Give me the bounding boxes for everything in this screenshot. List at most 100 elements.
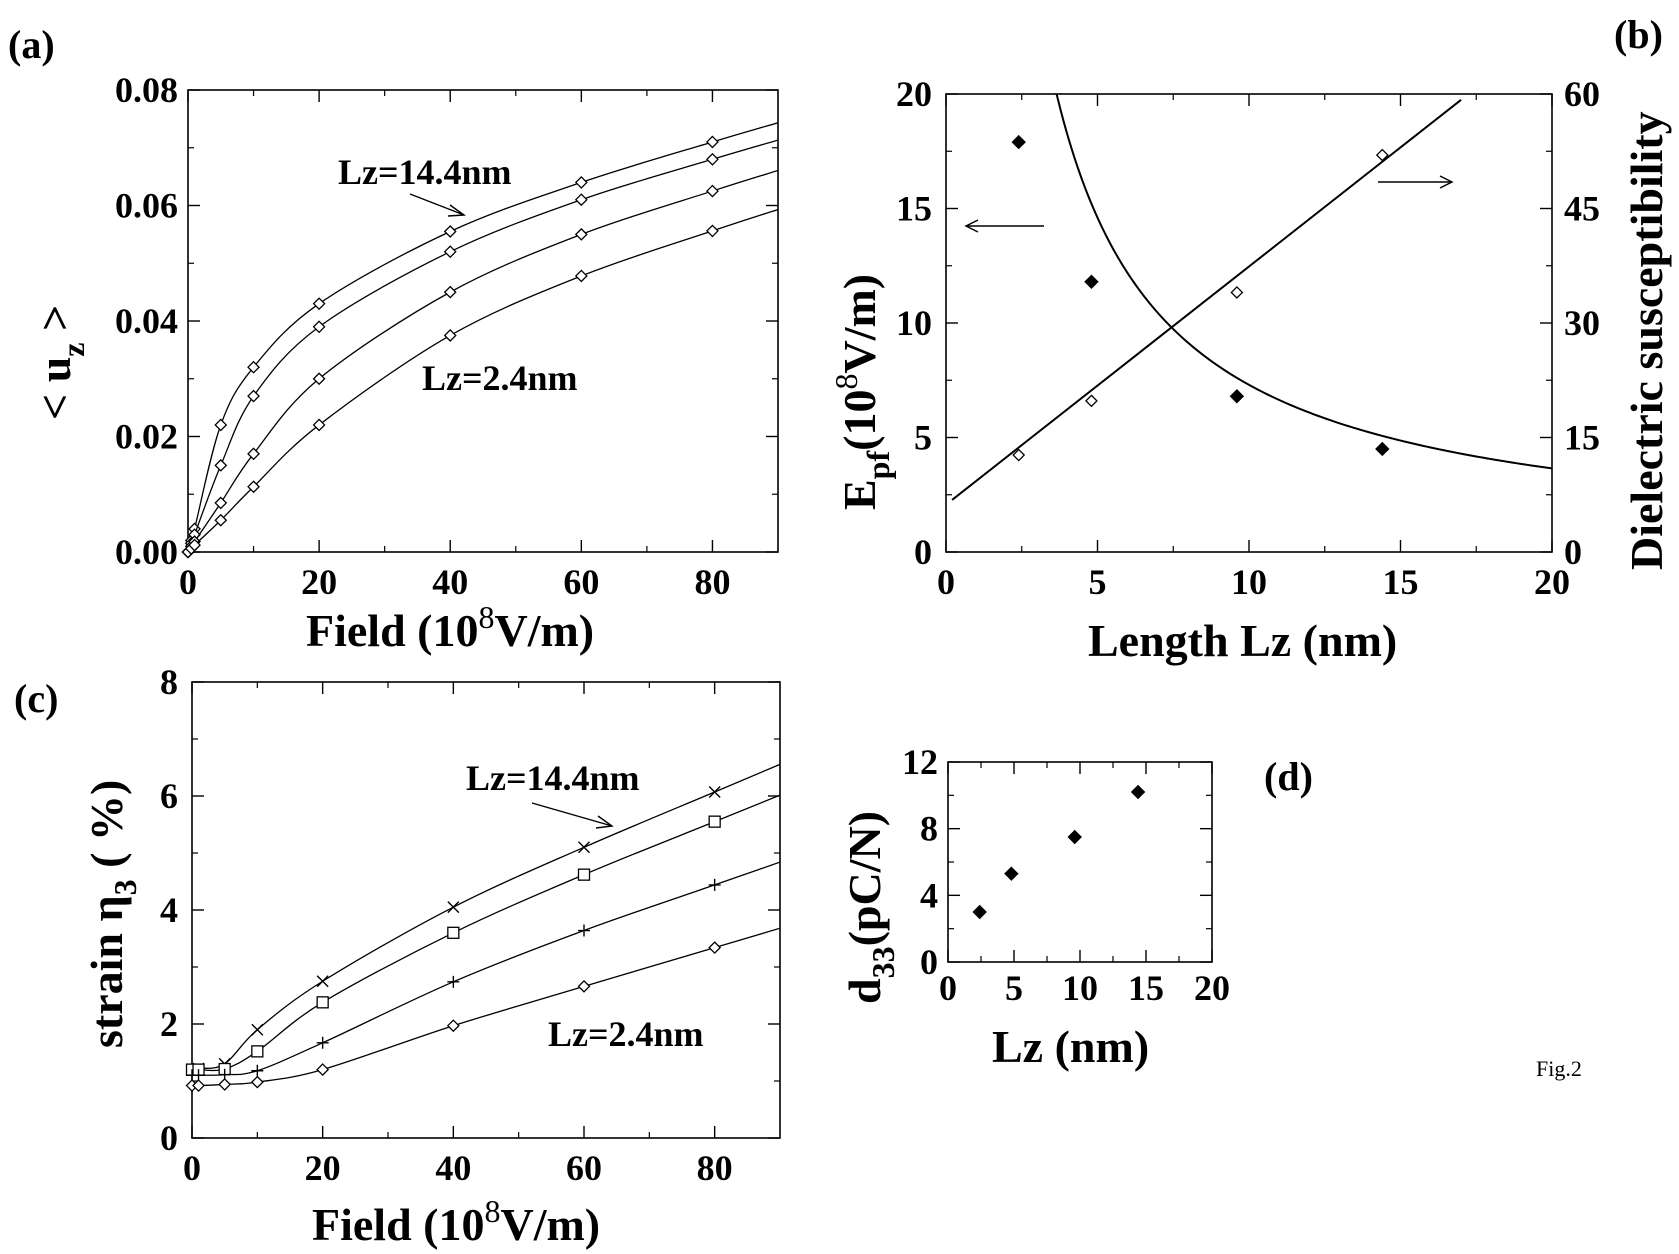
y-tick-label: 0.00 [115,532,178,572]
annotation-arrows [409,175,1454,829]
series-line-0 [192,763,780,1071]
data-point [247,389,260,403]
data-point [706,184,719,198]
data-point [1085,394,1098,408]
data-point [447,926,460,939]
data-point [251,1064,264,1077]
arrow-a [409,193,465,216]
y-tick-label: 2 [160,1004,178,1044]
data-point [312,320,326,334]
fit-curve-left [1055,94,1552,470]
y-tick-label: 0.04 [115,301,178,341]
chart-d: 0 5 10 15 20 0 4 8 12 [902,742,1230,1008]
x-tick-label: 0 [939,968,957,1008]
x-tick-label: 20 [305,1148,341,1188]
data-point [578,841,590,854]
y-tick-label: 20 [896,74,932,114]
y-tick-label: 8 [160,662,178,702]
ylabel-b: Epf(108V/m) [828,274,896,510]
x-tick-label: 20 [1534,562,1570,602]
data-point [706,224,719,238]
x-tick-label: 10 [1062,968,1098,1008]
arrow-c-head [595,815,614,829]
series-line-2 [192,861,780,1076]
panel-label-a: (a) [8,22,55,67]
data-point [312,372,326,386]
series-line-1 [188,139,778,552]
data-point [316,1063,330,1077]
xlabel-a: Field (108V/m) [306,599,594,656]
figure-number: Fig.2 [1536,1056,1582,1081]
data-point [218,1078,232,1091]
y-tick-label: 5 [914,418,932,458]
x-tick-label: 80 [694,562,730,602]
data-point [447,901,460,914]
data-point [574,193,588,207]
chart-a: 0 20 40 60 80 0.00 0.02 0.04 0.06 0.08 [115,70,779,602]
annotation-a-top: Lz=14.4nm [338,152,512,192]
y-tick-label: 4 [160,890,178,930]
data-point [708,941,722,955]
data-point [574,269,588,283]
data-point [250,1075,264,1089]
x-tick-label: 80 [697,1148,733,1188]
plot-frame [945,93,1553,553]
xlabel-d: Lz (nm) [992,1021,1149,1072]
data-point [312,297,326,311]
y-tick-label: 0.06 [115,186,178,226]
y-tick-label: 0.02 [115,417,178,457]
data-point [443,329,457,342]
fit-line-right [951,99,1462,501]
y2-tick-label: 15 [1564,418,1600,458]
x-tick-label: 5 [1089,562,1107,602]
data-point [1375,441,1390,457]
data-point [247,447,260,461]
data-point [312,418,326,432]
arrow-b-right-head [1439,175,1454,189]
y-tick-label: 0 [914,532,932,572]
x-tick-label: 0 [937,562,955,602]
arrow-c [531,802,613,827]
data-point [574,227,588,241]
series-line-1 [192,794,780,1072]
plot-frame [947,761,1213,963]
data-point [1084,274,1099,289]
y2-tick-label: 60 [1564,74,1600,114]
ylabel-a: < uz > [29,305,91,420]
x-tick-label: 0 [179,562,197,602]
data-point [214,418,228,432]
arrow-b-left-head [964,219,979,233]
data-point [247,360,260,374]
y2-tick-label: 30 [1564,303,1600,343]
data-point [972,904,987,920]
data-point [1130,784,1146,800]
data-point [577,868,591,881]
ylabel-c: strain η3 ( %) [81,780,143,1048]
panel-label-d: (d) [1264,754,1313,799]
data-point [446,1019,460,1033]
data-point [1230,286,1244,299]
data-point [1011,134,1026,150]
data-point [443,245,457,259]
data-point [316,1036,329,1049]
panel-label-b: (b) [1614,12,1663,57]
x-tick-label: 15 [1128,968,1164,1008]
xlabel-b: Length Lz (nm) [1088,615,1397,666]
plot-frame [191,681,781,1139]
data-point [214,458,228,472]
data-point [1012,448,1026,462]
data-point [316,996,329,1009]
y2label-b: Dielectric susceptibility [1621,111,1672,570]
y-tick-label: 6 [160,776,178,816]
annotation-c-top: Lz=14.4nm [466,758,640,798]
y-tick-label: 10 [896,303,932,343]
data-point [251,1023,264,1036]
data-point [316,975,329,988]
y-tick-label: 15 [896,189,932,229]
arrow-a-head [447,204,467,217]
y2-tick-label: 0 [1564,532,1582,572]
ylabel-d: d33(pC/N) [839,811,901,1004]
data-point [192,1079,205,1092]
xlabel-c: Field (108V/m) [312,1193,600,1250]
